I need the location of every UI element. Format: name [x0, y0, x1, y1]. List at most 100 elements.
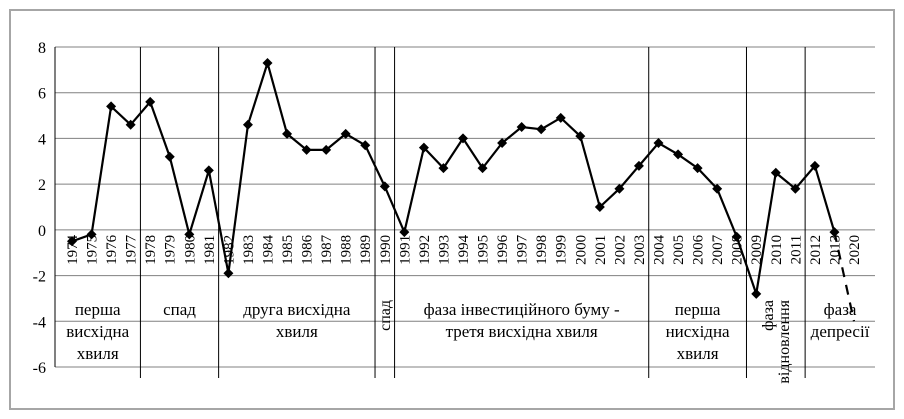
y-tick-label: -6: [33, 360, 46, 377]
x-tick-label: 1985: [280, 235, 296, 265]
phase-label: хвиля: [276, 322, 318, 341]
x-tick-label: 1975: [85, 235, 101, 265]
y-tick-label: 2: [38, 177, 46, 194]
phase-label: фаза: [824, 300, 857, 319]
x-tick-label: 2011: [788, 235, 804, 264]
x-tick-label: 2010: [769, 235, 785, 265]
x-tick-label: 1990: [378, 235, 394, 265]
x-tick-label: 1989: [358, 235, 374, 265]
x-tick-label: 2004: [652, 234, 668, 265]
data-point: [282, 128, 293, 139]
phase-label: спад: [163, 300, 196, 319]
x-tick-label: 2001: [593, 235, 609, 265]
x-tick-label: 1981: [202, 235, 218, 265]
phase-label: перша: [75, 300, 121, 319]
x-tick-label: 1983: [241, 235, 257, 265]
y-tick-label: 0: [38, 223, 46, 240]
data-point: [692, 163, 703, 174]
y-tick-label: 6: [38, 86, 46, 103]
x-tick-label: 1979: [163, 235, 179, 265]
data-point: [67, 236, 77, 247]
data-point: [614, 183, 625, 194]
data-point: [145, 96, 156, 107]
data-point: [653, 138, 664, 148]
x-tick-label: 2012: [808, 235, 824, 265]
data-point: [712, 183, 723, 194]
data-point: [809, 160, 820, 171]
x-tick-label: 1996: [495, 234, 511, 265]
phase-label: фаза інвестиційного буму -: [424, 300, 620, 319]
phase-label: висхідна: [66, 322, 129, 341]
data-point: [438, 163, 449, 174]
data-point: [731, 231, 742, 242]
x-tick-label: 1993: [436, 235, 452, 265]
data-point: [497, 138, 508, 148]
data-point: [516, 122, 527, 132]
phase-label: депресії: [811, 322, 870, 341]
data-point: [399, 227, 410, 238]
x-tick-label: 2003: [632, 235, 648, 265]
data-point: [477, 163, 488, 174]
outer-border: [9, 9, 895, 410]
phase-label: хвиля: [677, 344, 719, 363]
x-tick-label: 1984: [261, 234, 277, 265]
x-tick-label: 1998: [534, 235, 550, 265]
y-tick-label: -4: [33, 314, 46, 331]
x-tick-label: 1988: [339, 235, 355, 265]
data-point: [164, 151, 175, 162]
x-tick-label: 2020: [847, 235, 863, 265]
phase-label: третя висхідна хвиля: [446, 322, 598, 341]
data-point: [790, 183, 801, 194]
phase-label: перша: [675, 300, 721, 319]
data-point: [751, 288, 762, 299]
series-line: [71, 59, 836, 295]
phase-label: фаза: [760, 300, 777, 331]
x-tick-label: 1977: [124, 234, 140, 265]
data-point: [106, 101, 117, 112]
data-point: [555, 112, 566, 123]
data-point: [203, 165, 214, 176]
x-tick-label: 1978: [143, 235, 159, 265]
x-tick-label: 1992: [417, 235, 433, 265]
x-tick-label: 1987: [319, 234, 335, 265]
phase-label: відновлення: [776, 299, 793, 383]
x-tick-label: 2002: [612, 235, 628, 265]
data-point: [770, 167, 781, 178]
x-tick-label: 2005: [671, 235, 687, 265]
data-point: [458, 133, 468, 144]
data-point: [594, 202, 605, 212]
data-point: [829, 227, 840, 238]
data-point: [223, 268, 234, 279]
data-point: [86, 229, 97, 240]
x-tick-label: 1999: [554, 235, 570, 265]
phase-label: спад: [377, 300, 394, 331]
data-point: [262, 58, 273, 68]
x-tick-label: 2008: [730, 235, 746, 265]
x-tick-label: 1986: [300, 234, 316, 265]
y-tick-label: 8: [38, 40, 46, 57]
data-point: [418, 142, 429, 153]
y-tick-label: 4: [38, 131, 46, 148]
x-tick-label: 1976: [104, 234, 120, 265]
phase-label: нисхідна: [666, 322, 730, 341]
data-point: [340, 128, 351, 139]
x-tick-label: 2006: [691, 234, 707, 265]
data-point: [321, 144, 332, 155]
x-tick-label: 1995: [476, 235, 492, 265]
data-point: [184, 229, 195, 240]
data-point: [575, 131, 586, 142]
x-tick-label: 2007: [710, 234, 726, 265]
x-tick-label: 1991: [397, 235, 413, 265]
data-point: [536, 124, 547, 135]
data-point: [633, 160, 644, 171]
phase-label: друга висхідна: [243, 300, 351, 319]
data-point: [673, 149, 684, 160]
x-tick-label: 1980: [182, 235, 198, 265]
phase-label: хвиля: [77, 344, 119, 363]
x-tick-label: 1994: [456, 234, 472, 265]
y-tick-label: -2: [33, 269, 46, 286]
projection-line: [833, 231, 856, 322]
data-point: [125, 119, 136, 130]
